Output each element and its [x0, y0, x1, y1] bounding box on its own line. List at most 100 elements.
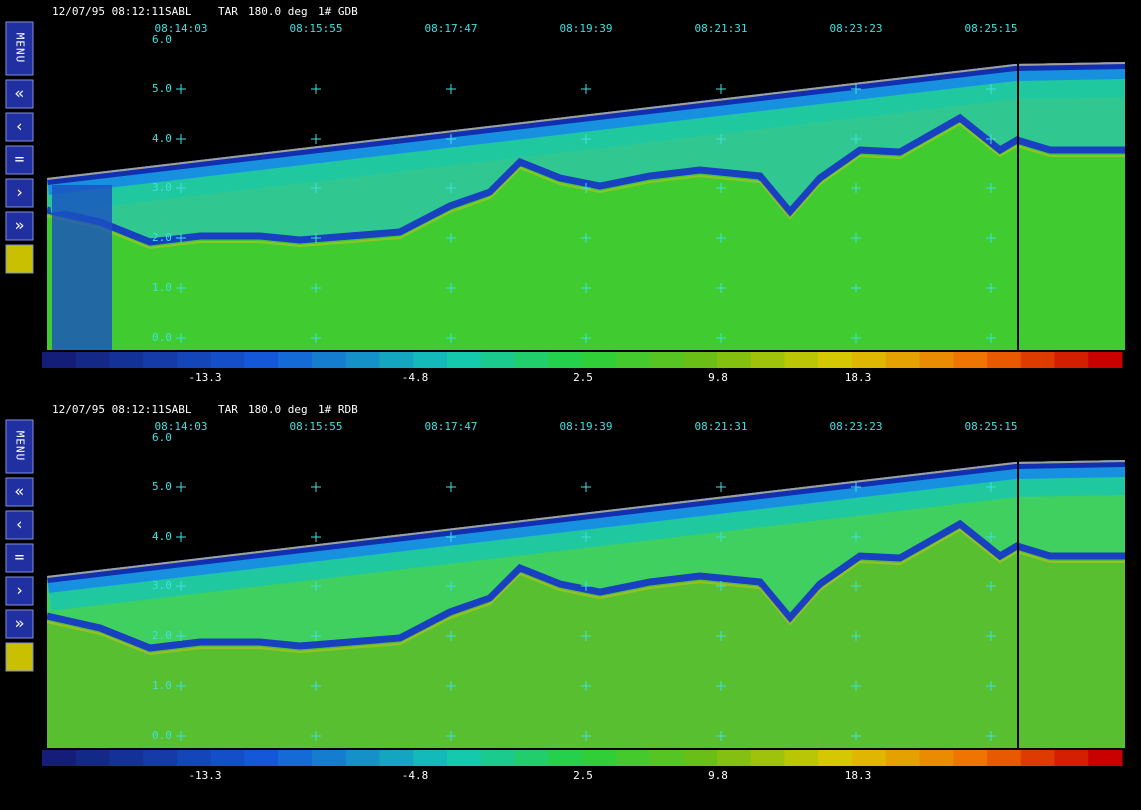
colorbar-segment [413, 750, 448, 766]
grid-cross [986, 731, 996, 741]
menu-button[interactable]: » [5, 211, 34, 241]
header-mode: TAR [218, 5, 238, 18]
colorbar-segment [1020, 750, 1055, 766]
button-face [5, 112, 34, 142]
colorbar-segment [75, 750, 110, 766]
button-label[interactable]: › [15, 183, 25, 202]
grid-cross [716, 532, 726, 542]
time-label: 08:19:39 [560, 420, 613, 433]
grid-cross [176, 134, 186, 144]
grid-cross [311, 333, 321, 343]
grid-cross [716, 183, 726, 193]
menu-box [5, 419, 34, 474]
grid-cross [851, 134, 861, 144]
header-date-time: 12/07/95 08:12:11 [52, 5, 165, 18]
grid-cross [311, 731, 321, 741]
time-label: 08:19:39 [560, 22, 613, 35]
grid-cross [176, 631, 186, 641]
colorbar-segment [683, 750, 718, 766]
grid-cross [176, 581, 186, 591]
menu-button[interactable]: « [5, 79, 34, 109]
grid-cross [581, 482, 591, 492]
menu-button[interactable]: = [5, 543, 34, 573]
menu-label[interactable]: MENU [14, 431, 27, 462]
colorbar-segment [75, 352, 110, 368]
profile-image [47, 460, 1125, 748]
grid-cross [716, 631, 726, 641]
grid-cross [716, 233, 726, 243]
grid-cross [986, 134, 996, 144]
menu-button[interactable]: » [5, 609, 34, 639]
button-label[interactable]: « [15, 482, 25, 501]
button-label[interactable]: = [15, 548, 25, 567]
button-label[interactable]: ‹ [15, 515, 25, 534]
grid-cross [986, 581, 996, 591]
colorbar-segment [480, 750, 515, 766]
menu-button[interactable]: › [5, 178, 34, 208]
grid-cross [446, 482, 456, 492]
grid-cross [581, 183, 591, 193]
grid-cross [311, 283, 321, 293]
button-label[interactable]: ‹ [15, 117, 25, 136]
grid-cross [176, 183, 186, 193]
menu: MENU « ‹ = › » [5, 419, 34, 672]
button-label[interactable]: « [15, 84, 25, 103]
grid-cross [446, 532, 456, 542]
button-label[interactable]: › [15, 581, 25, 600]
header-site: SABL [165, 403, 192, 416]
height-label: 3.0 [152, 181, 172, 194]
grid-cross [176, 84, 186, 94]
colorbar-segment [480, 352, 515, 368]
grid-cross [851, 581, 861, 591]
time-label: 08:25:15 [965, 420, 1018, 433]
button-label[interactable]: » [15, 614, 25, 633]
colorbar-segment [717, 352, 752, 368]
button-label[interactable]: = [15, 150, 25, 169]
colorbar-segment [1088, 750, 1123, 766]
time-label: 08:23:23 [830, 420, 883, 433]
menu-button[interactable]: › [5, 576, 34, 606]
grid-cross [716, 581, 726, 591]
grid-cross [986, 84, 996, 94]
time-label: 08:15:55 [290, 420, 343, 433]
menu-button[interactable]: = [5, 145, 34, 175]
grid-cross [446, 333, 456, 343]
menu-button[interactable]: « [5, 477, 34, 507]
button-label[interactable]: » [15, 216, 25, 235]
grid-cross [446, 84, 456, 94]
grid-cross [851, 84, 861, 94]
height-label: 6.0 [152, 33, 172, 46]
time-label: 08:21:31 [695, 420, 748, 433]
colorbar-segment [750, 352, 785, 368]
time-label: 08:14:03 [155, 22, 208, 35]
height-label: 2.0 [152, 231, 172, 244]
colorbar-segment [514, 750, 549, 766]
left-column [52, 185, 112, 350]
colorbar-segment [818, 352, 853, 368]
colorbar-segment [885, 750, 920, 766]
colorbar-segment [244, 750, 279, 766]
colorbar-segment [885, 352, 920, 368]
height-label: 2.0 [152, 629, 172, 642]
colorbar-label: 9.8 [708, 371, 728, 384]
grid-cross [311, 681, 321, 691]
menu-button[interactable]: ‹ [5, 112, 34, 142]
grid-cross [311, 581, 321, 591]
time-label: 08:25:15 [965, 22, 1018, 35]
grid-cross [446, 731, 456, 741]
colorbar-segment [42, 352, 77, 368]
menu-label[interactable]: MENU [14, 33, 27, 64]
colorbar-label: -4.8 [402, 769, 429, 782]
color-button[interactable] [5, 642, 34, 672]
menu-button[interactable]: ‹ [5, 510, 34, 540]
surface-line [47, 62, 1125, 180]
grid-cross [446, 581, 456, 591]
grid-cross [851, 631, 861, 641]
colorbar-segment [649, 352, 684, 368]
colorbar-segment [582, 750, 617, 766]
color-button[interactable] [5, 244, 34, 274]
grid-cross [446, 233, 456, 243]
menu: MENU « ‹ = › » [5, 21, 34, 274]
header-site: SABL [165, 5, 192, 18]
